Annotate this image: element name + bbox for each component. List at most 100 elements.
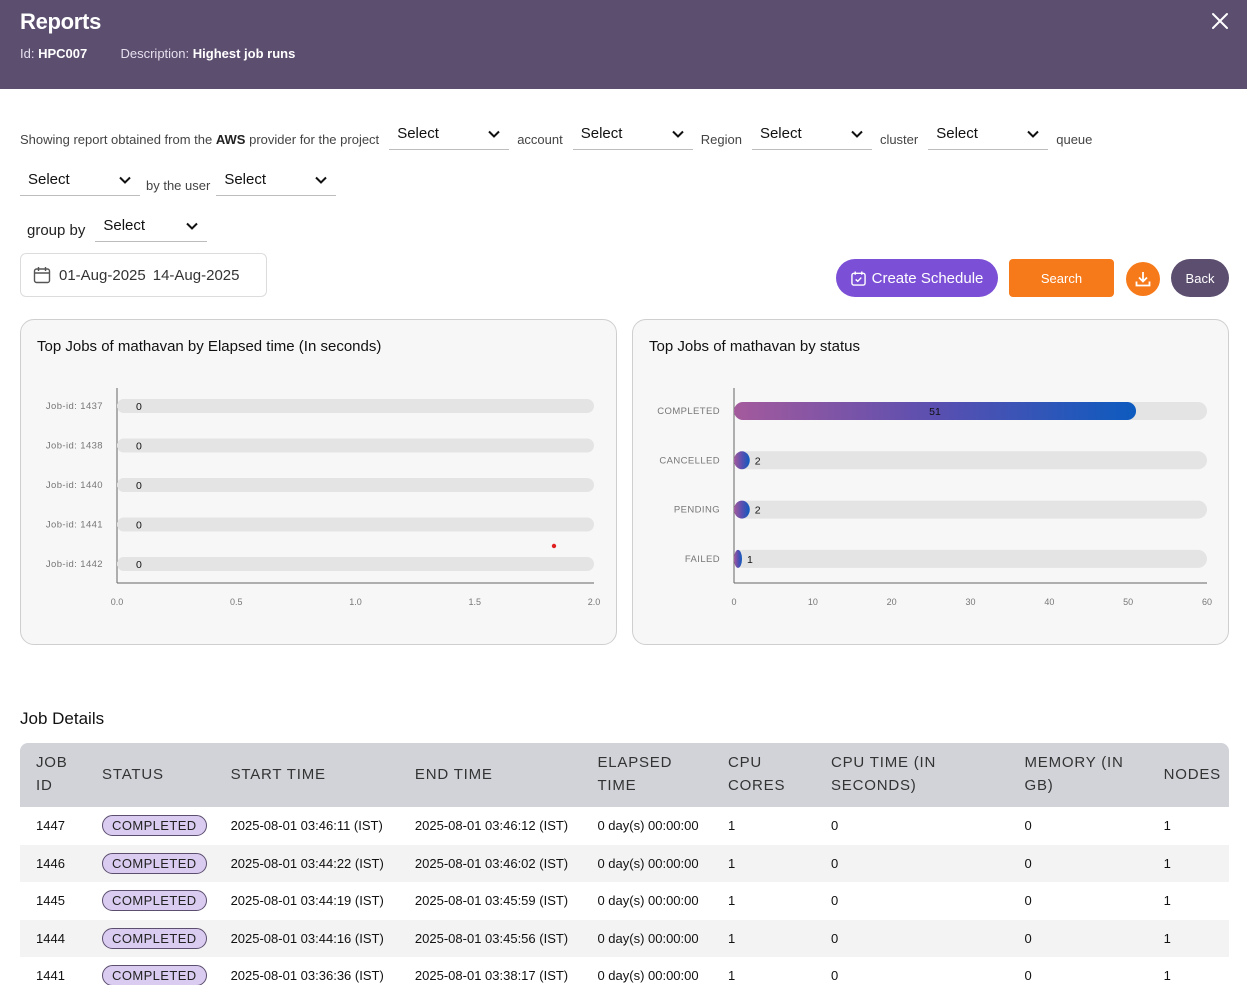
header-label: TIME	[597, 777, 637, 794]
data-label: 0	[136, 441, 142, 453]
column-nodes-header[interactable]: NODES	[1148, 743, 1229, 807]
user-select[interactable]: Select	[216, 164, 337, 196]
header-label: JOB	[36, 754, 68, 771]
x-tick-label: 1.0	[349, 597, 362, 607]
column-memory-cell: 0	[1008, 882, 1147, 920]
header-label: GB)	[1024, 777, 1054, 794]
x-tick-label: 0.0	[111, 597, 124, 607]
column-end-time-header[interactable]: END TIME	[399, 743, 582, 807]
chevron-down-icon	[851, 130, 863, 138]
column-nodes-cell: 1	[1148, 807, 1229, 845]
cell-value: 0	[831, 968, 839, 984]
column-cpu-cores-header[interactable]: CPU CORES	[712, 743, 815, 807]
x-tick-label: 20	[887, 597, 897, 607]
header-label: SECONDS)	[831, 777, 917, 794]
column-memory-header[interactable]: MEMORY (IN GB)	[1008, 743, 1147, 807]
cell-value: 2025-08-01 03:45:59 (IST)	[414, 893, 569, 909]
table-row[interactable]: 1445 COMPLETED 2025-08-01 03:44:19 (IST) 20…	[20, 882, 1229, 920]
cluster-select[interactable]: Select	[928, 118, 1049, 150]
table-row[interactable]: 1444 COMPLETED 2025-08-01 03:44:16 (IST) 20…	[20, 919, 1229, 958]
table-row[interactable]: 1446 COMPLETED 2025-08-01 03:44:22 (IST) 20…	[20, 844, 1229, 883]
category-label: Job-id: 1437	[46, 401, 103, 412]
bar	[734, 451, 750, 470]
column-cpu-time-cell: 0	[815, 920, 1008, 958]
cell-value: 0 day(s) 00:00:00	[597, 930, 699, 946]
status-chart-card: Top Jobs of mathavan by status 0 10 20 30 40…	[632, 319, 1229, 645]
column-end-time-cell: 2025-08-01 03:46:02 (IST)	[399, 845, 582, 883]
date-range-picker[interactable]: 01-Aug-2025 14-Aug-2025	[20, 253, 267, 297]
column-job-id-header[interactable]: JOB ID	[20, 743, 86, 807]
cell-value: 1	[1163, 818, 1171, 834]
cell-value: 1441	[36, 968, 65, 984]
table-row[interactable]: 1447 COMPLETED 2025-08-01 03:46:11 (IST) 20…	[20, 807, 1229, 845]
header-label: ID	[36, 777, 53, 794]
groupby-select[interactable]: Select	[95, 210, 208, 242]
column-cpu-time-header[interactable]: CPU TIME (IN SECONDS)	[815, 743, 1008, 807]
cell-value: 0	[1024, 968, 1032, 984]
header-label: MEMORY (IN	[1024, 754, 1124, 771]
column-cpu-cores-cell: 1	[712, 882, 815, 920]
search-button[interactable]: Search	[1009, 259, 1114, 297]
cell-value: 0	[831, 855, 839, 871]
status-badge: COMPLETED	[102, 965, 207, 985]
category-label: FAILED	[685, 554, 720, 565]
x-tick-label: 1.5	[468, 597, 481, 607]
chart-title: Top Jobs of mathavan by Elapsed time (In…	[37, 338, 382, 355]
column-start-time-header[interactable]: START TIME	[215, 743, 399, 807]
chevron-down-icon	[1027, 130, 1039, 138]
bar	[117, 399, 131, 413]
category-label: PENDING	[674, 505, 720, 516]
column-status-header[interactable]: STATUS	[86, 743, 215, 807]
cell-value: 0	[1024, 855, 1032, 871]
report-header: Reports Id: HPC007 Description: Highest …	[0, 0, 1247, 89]
bar-track	[734, 451, 1207, 470]
user-label: by the user	[146, 178, 211, 193]
column-cpu-time-cell: 0	[815, 807, 1008, 845]
bar-track	[734, 549, 1207, 568]
cell-value: 1	[727, 930, 736, 946]
column-elapsed-time-header[interactable]: ELAPSED TIME	[581, 743, 712, 807]
header-label: CPU TIME (IN	[831, 754, 937, 771]
column-cpu-cores-cell: 1	[712, 957, 815, 985]
region-select[interactable]: Select	[751, 118, 872, 150]
column-start-time-cell: 2025-08-01 03:36:36 (IST)	[215, 957, 399, 985]
back-button[interactable]: Back	[1171, 259, 1229, 297]
project-select[interactable]: Select	[389, 118, 510, 150]
category-label: Job-id: 1440	[46, 480, 103, 491]
status-badge: COMPLETED	[102, 927, 207, 949]
data-label: 51	[929, 406, 941, 418]
column-cpu-cores-cell: 1	[712, 807, 815, 845]
bar-track	[117, 557, 594, 571]
bar	[734, 549, 742, 568]
bar-track	[117, 478, 594, 492]
cell-value: 1444	[36, 930, 65, 946]
category-label: Job-id: 1442	[46, 559, 103, 570]
column-status-cell: COMPLETED	[86, 845, 215, 883]
column-end-time-cell: 2025-08-01 03:45:56 (IST)	[399, 920, 582, 958]
data-label: 0	[136, 559, 142, 571]
cell-value: 2025-08-01 03:36:36 (IST)	[230, 968, 384, 984]
table-header-row: JOB ID STATUS START TIME END TIME ELAPSED TIME…	[20, 743, 1229, 807]
column-cpu-time-cell: 0	[815, 882, 1008, 920]
table-row[interactable]: 1441 COMPLETED 2025-08-01 03:36:36 (IST) 20…	[20, 957, 1229, 985]
column-elapsed-time-cell: 0 day(s) 00:00:00	[581, 882, 712, 920]
data-label: 1	[747, 554, 753, 566]
data-label: 0	[136, 401, 142, 413]
category-label: Job-id: 1441	[46, 520, 103, 531]
column-status-cell: COMPLETED	[86, 807, 215, 845]
account-select[interactable]: Select	[572, 118, 693, 150]
column-start-time-cell: 2025-08-01 03:44:22 (IST)	[215, 845, 399, 883]
column-memory-cell: 0	[1008, 920, 1147, 958]
column-nodes-cell: 1	[1148, 845, 1229, 883]
cell-value: 0 day(s) 00:00:00	[597, 968, 699, 984]
column-end-time-cell: 2025-08-01 03:46:12 (IST)	[399, 807, 582, 845]
status-badge: COMPLETED	[102, 890, 207, 912]
cell-value: 1446	[36, 855, 65, 871]
chevron-down-icon	[315, 176, 328, 184]
create-schedule-button[interactable]: Create Schedule	[836, 259, 998, 297]
queue-select[interactable]: Select	[20, 164, 140, 196]
column-status-cell: COMPLETED	[86, 920, 215, 958]
close-icon[interactable]	[1209, 10, 1231, 32]
download-button[interactable]	[1126, 262, 1160, 296]
category-label: COMPLETED	[657, 406, 720, 417]
